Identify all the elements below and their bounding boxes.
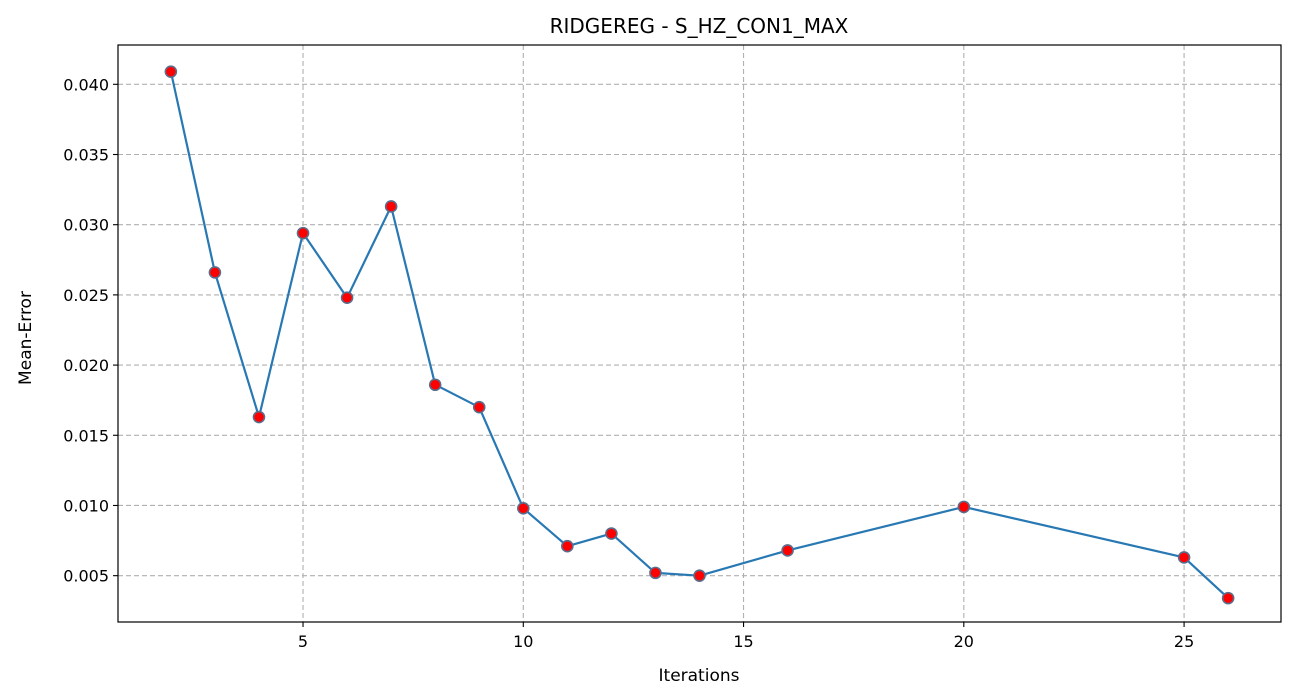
y-tick-label: 0.020 <box>63 356 109 375</box>
data-point <box>252 410 266 424</box>
x-tick-label: 10 <box>513 632 533 651</box>
y-tick-label: 0.005 <box>63 567 109 586</box>
y-tick-label: 0.030 <box>63 216 109 235</box>
data-point <box>1177 551 1191 564</box>
y-tick-label: 0.010 <box>63 496 109 515</box>
axis-ticks: 5 10 15 20 25 0.005 0.010 0.015 0.020 0.025 0.030 0… <box>63 75 1194 651</box>
data-point <box>384 200 398 213</box>
x-tick-label: 15 <box>733 632 753 651</box>
y-tick-label: 0.025 <box>63 286 109 305</box>
chart-title: RIDGEREG - S_HZ_CON1_MAX <box>550 14 849 38</box>
data-point <box>649 566 662 580</box>
x-tick-label: 5 <box>298 632 308 651</box>
plot-frame <box>117 44 1282 623</box>
series-mean-error <box>164 65 1235 605</box>
data-point <box>296 226 310 240</box>
y-axis-title: Mean-Error <box>16 291 36 385</box>
data-point <box>472 400 486 414</box>
grid-lines <box>118 45 1281 622</box>
series-line <box>169 71 1229 599</box>
data-point <box>561 539 574 553</box>
data-point <box>516 501 530 515</box>
y-tick-label: 0.015 <box>63 426 109 445</box>
data-point <box>340 291 354 305</box>
data-point <box>605 527 618 540</box>
data-point <box>428 378 442 392</box>
data-point <box>781 544 794 557</box>
data-point <box>164 65 178 78</box>
x-axis-title: Iterations <box>659 666 740 686</box>
data-point <box>208 266 222 279</box>
x-tick-label: 25 <box>1174 632 1194 651</box>
data-point <box>693 569 706 582</box>
y-tick-label: 0.040 <box>63 75 109 94</box>
x-tick-label: 20 <box>954 632 974 651</box>
data-point <box>957 500 971 514</box>
y-tick-label: 0.035 <box>63 146 109 165</box>
data-point <box>1221 591 1235 605</box>
